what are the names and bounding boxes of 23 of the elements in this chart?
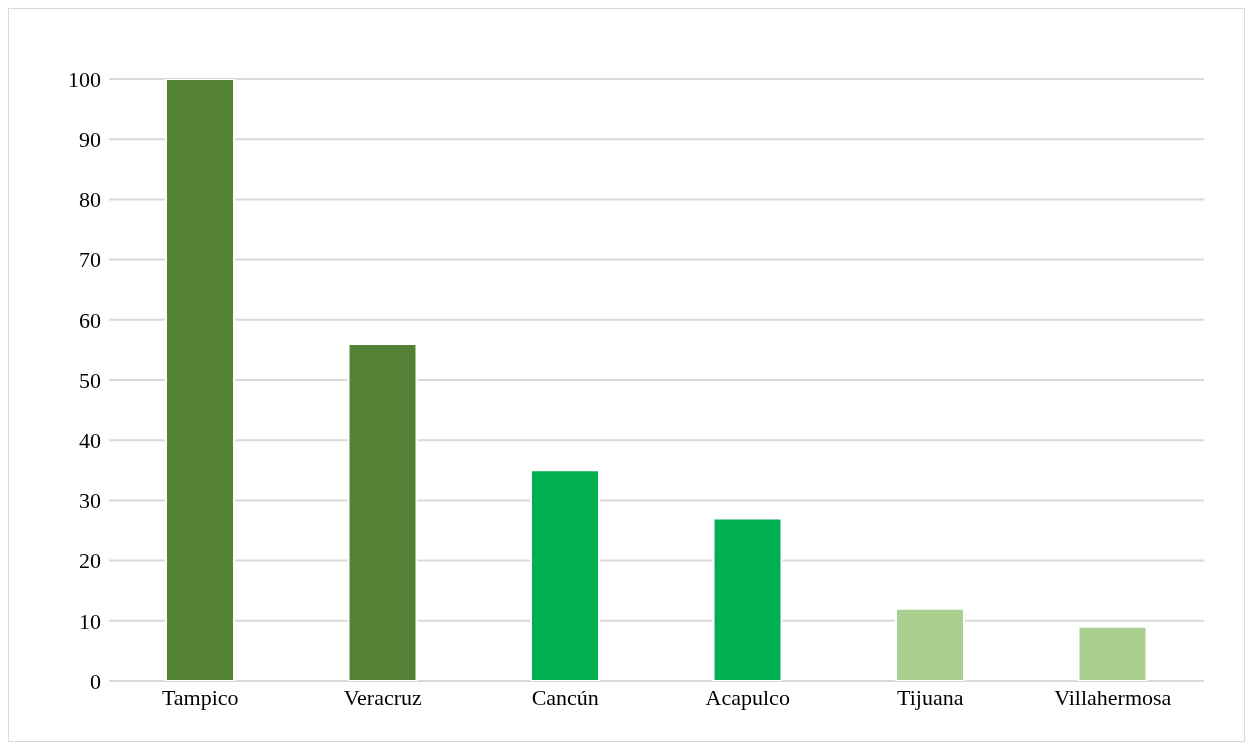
bar (1077, 625, 1148, 681)
x-tick-label: Villahermosa (1054, 684, 1172, 710)
y-tick-label: 100 (68, 66, 101, 92)
bar (347, 342, 418, 681)
y-tick-label: 50 (79, 367, 101, 393)
bar (530, 469, 600, 681)
y-tick-label: 90 (79, 127, 101, 153)
x-tick-label: Cancún (531, 684, 599, 710)
y-tick-label: 20 (79, 548, 101, 574)
y-tick-label: 10 (79, 608, 101, 634)
x-tick-label: Tijuana (897, 684, 964, 710)
y-tick-label: 40 (79, 428, 101, 454)
y-tick-label: 80 (79, 187, 101, 213)
x-tick-label: Veracruz (343, 684, 423, 710)
y-tick-label: 70 (79, 247, 101, 273)
y-tick-label: 0 (90, 668, 101, 694)
bar (165, 79, 235, 681)
y-tick-label: 30 (79, 488, 101, 514)
y-tick-label: 60 (79, 307, 101, 333)
x-tick-label: Acapulco (705, 684, 790, 710)
bar (712, 517, 783, 681)
bar (895, 607, 965, 681)
x-tick-label: Tampico (161, 684, 239, 710)
